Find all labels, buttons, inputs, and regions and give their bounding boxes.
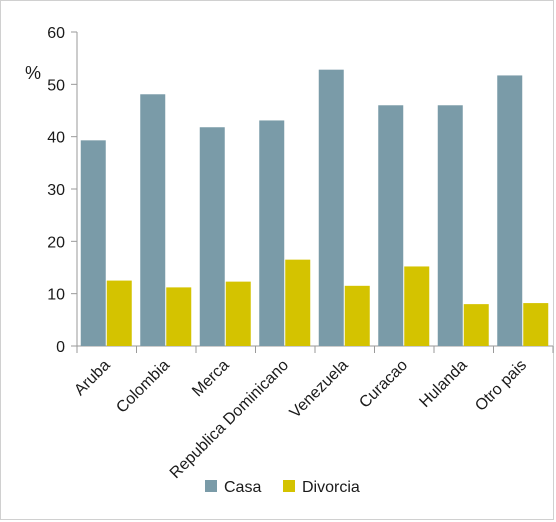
x-category-label: Aruba xyxy=(71,357,113,399)
bar-divorcia-3 xyxy=(285,259,311,346)
bar-casa-5 xyxy=(378,105,404,347)
bar-divorcia-0 xyxy=(106,280,132,346)
bar-divorcia-6 xyxy=(463,304,489,346)
bar-casa-1 xyxy=(140,94,166,346)
y-tick-label: 30 xyxy=(47,182,65,199)
y-tick-label: 20 xyxy=(47,234,65,251)
bar-divorcia-7 xyxy=(523,303,549,346)
x-category-label: Curacao xyxy=(356,357,411,412)
y-tick-label: 60 xyxy=(47,25,65,42)
bar-casa-4 xyxy=(318,69,344,347)
bars xyxy=(80,69,549,347)
x-category-label: Hulanda xyxy=(416,357,470,411)
y-tick-label: 10 xyxy=(47,287,65,304)
bar-divorcia-2 xyxy=(225,281,251,346)
legend-label-divorcia: Divorcia xyxy=(302,479,360,496)
bar-casa-0 xyxy=(80,140,106,346)
x-category-label: Colombia xyxy=(113,357,173,417)
y-tick-label: 40 xyxy=(47,130,65,147)
y-unit-label: % xyxy=(25,63,41,83)
y-tick-label: 50 xyxy=(47,77,65,94)
bar-casa-6 xyxy=(437,105,463,347)
legend-label-casa: Casa xyxy=(224,479,261,496)
y-tick-label: 0 xyxy=(56,339,65,356)
bar-casa-3 xyxy=(259,120,285,347)
legend: Casa Divorcia xyxy=(205,479,360,496)
bar-divorcia-5 xyxy=(404,266,430,346)
bar-divorcia-1 xyxy=(166,287,192,346)
x-category-label: Republica Dominicano xyxy=(167,357,292,482)
y-axis: 0 10 20 30 40 50 60% xyxy=(25,25,78,356)
x-category-label: Otro pais xyxy=(472,357,530,415)
x-category-label: Venezuela xyxy=(287,357,352,422)
x-category-label: Merca xyxy=(189,357,233,401)
bar-casa-2 xyxy=(199,127,225,346)
legend-swatch-casa xyxy=(205,480,217,492)
bar-casa-7 xyxy=(497,75,523,346)
legend-swatch-divorcia xyxy=(283,480,295,492)
bar-divorcia-4 xyxy=(344,285,370,346)
